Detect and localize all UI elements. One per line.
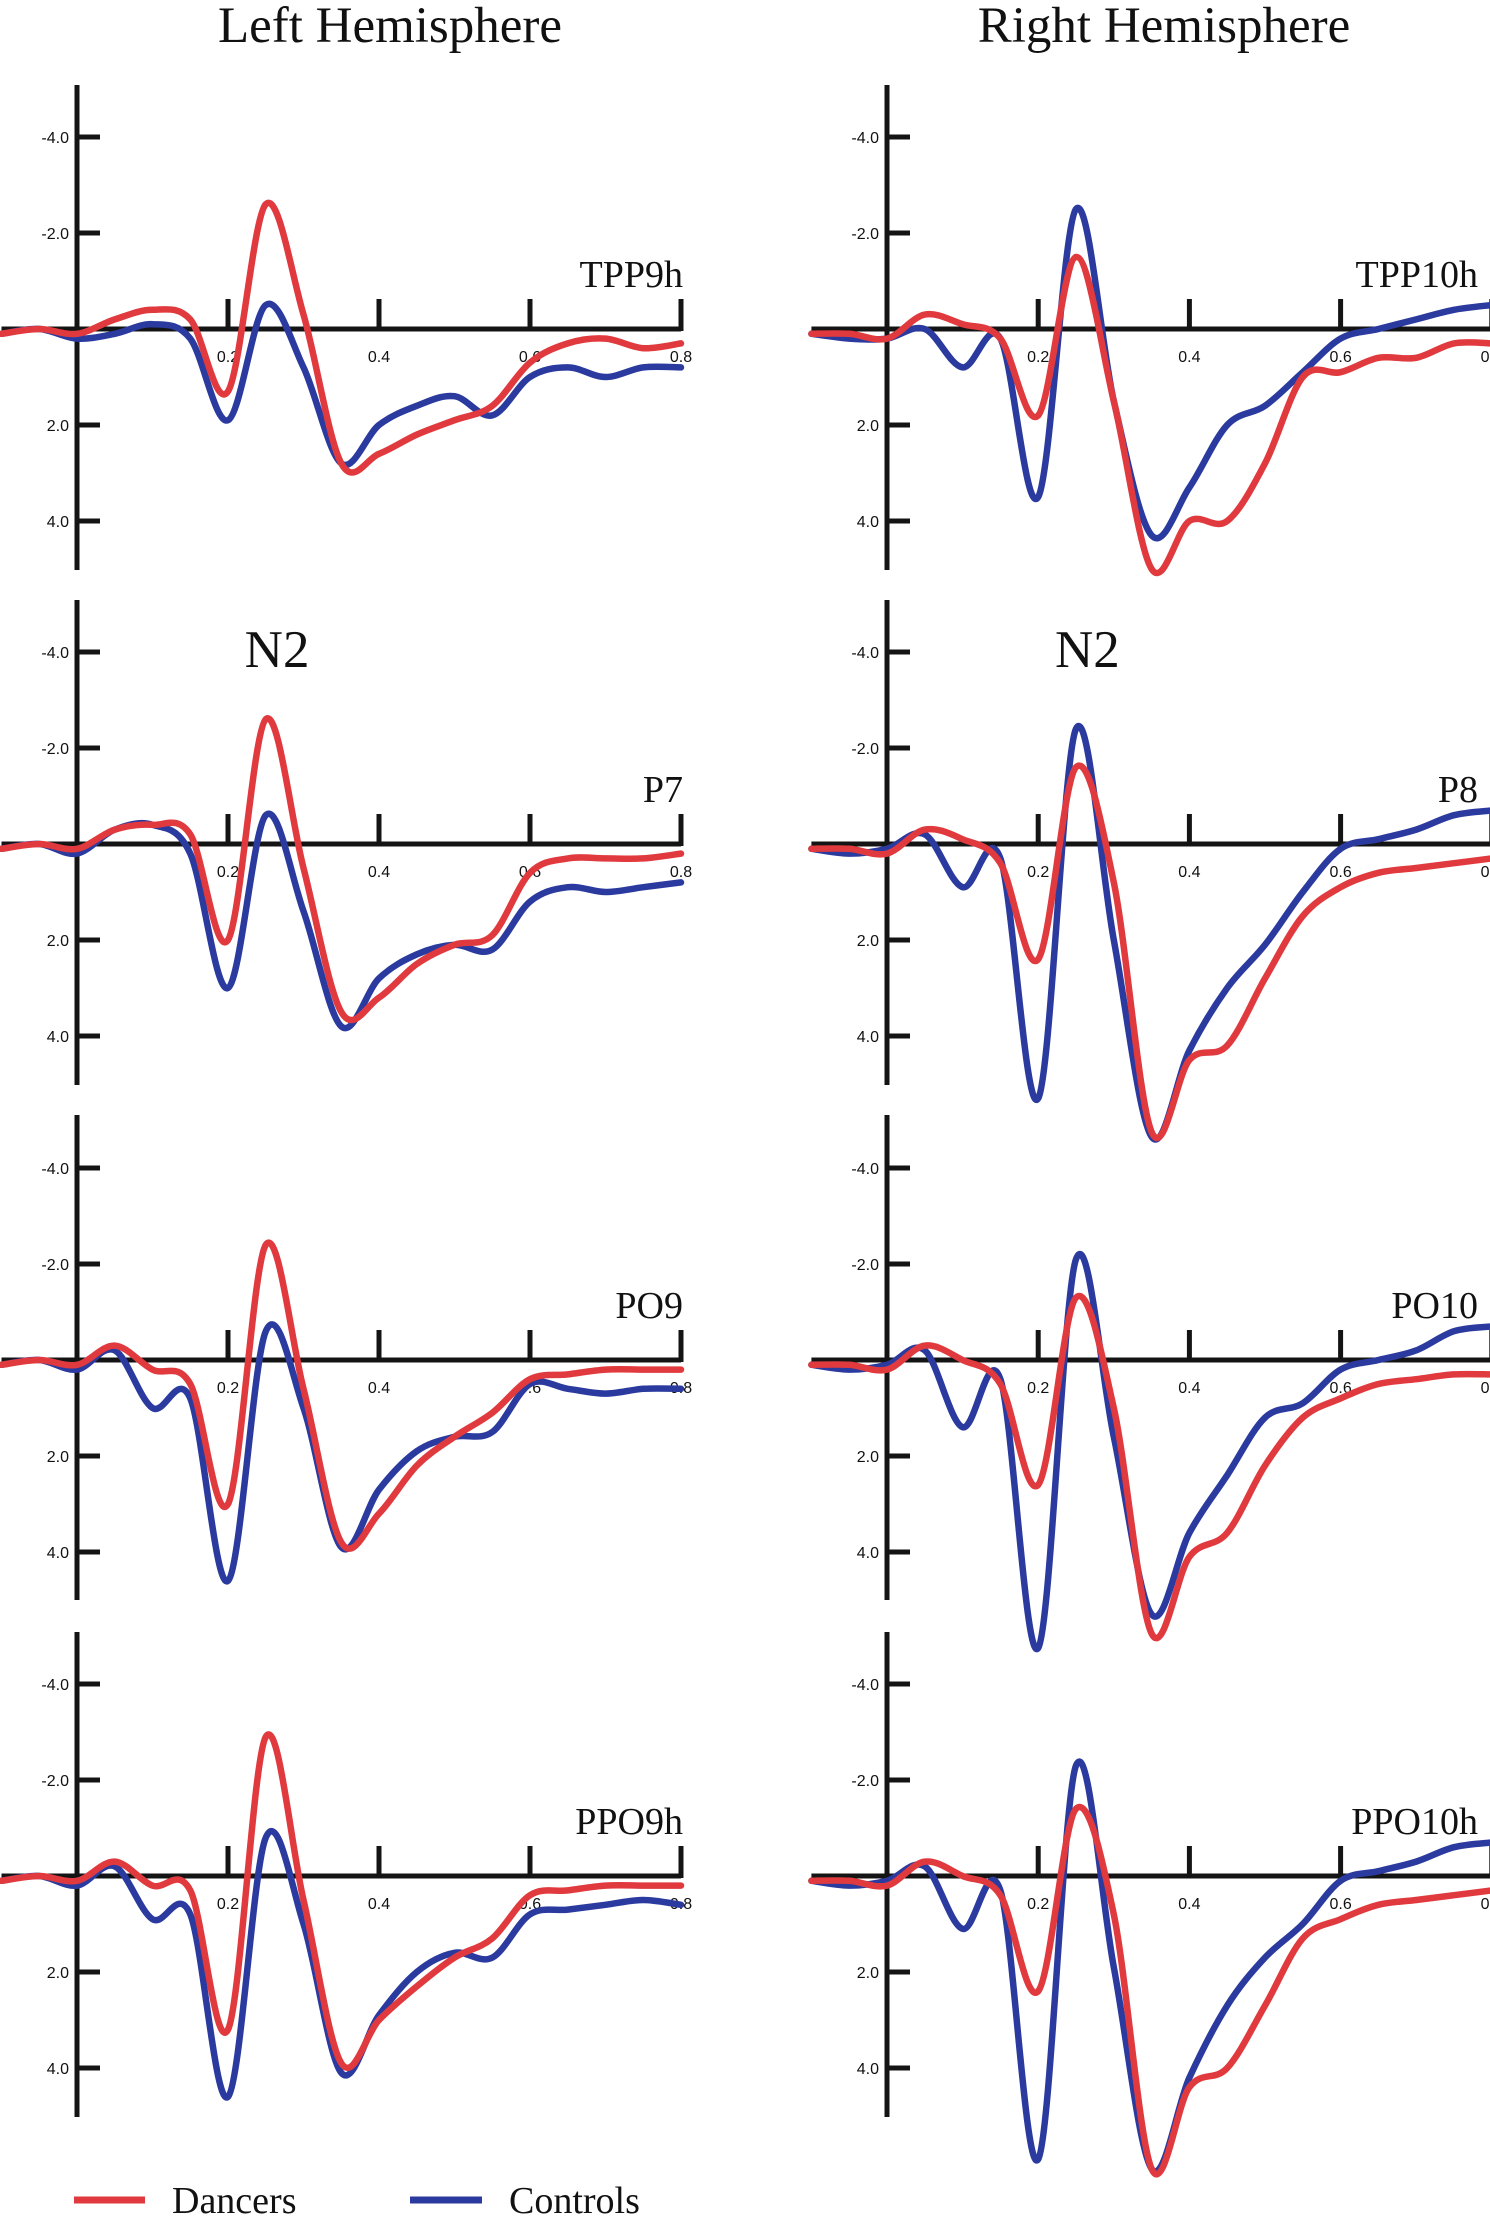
x-tick-label: 0.4 <box>1178 1380 1200 1397</box>
y-tick-label: 4.0 <box>857 1029 879 1046</box>
x-tick-label: 0.4 <box>1178 1896 1200 1913</box>
y-tick-label: 4.0 <box>857 2061 879 2078</box>
dancers-line <box>0 715 685 1024</box>
panel-po10: -4.0-2.02.04.00.20.40.60.8PO10 <box>808 1115 1490 1653</box>
y-tick-label: -2.0 <box>851 1257 879 1274</box>
y-tick-label: -4.0 <box>851 130 879 147</box>
y-tick-label: 2.0 <box>47 1449 69 1466</box>
y-tick-label: 2.0 <box>857 933 879 950</box>
x-tick-label: 0.8 <box>1481 1380 1490 1397</box>
dancers-line <box>0 199 685 476</box>
y-tick-label: -4.0 <box>851 645 879 662</box>
n2-annotation: N2 <box>1055 621 1120 679</box>
right-hemisphere-title: Right Hemisphere <box>978 0 1351 54</box>
y-tick-label: -2.0 <box>41 741 69 758</box>
x-tick-label: 0.4 <box>1178 864 1200 881</box>
x-tick-label: 0.4 <box>368 1380 390 1397</box>
electrode-label: TPP10h <box>1356 254 1478 296</box>
dancers-line <box>808 1292 1490 1641</box>
panel-grid: -4.0 -2.0 2.0 4.0 0.2 0.4 0.6 0.8 TPP9h -4.0 -2.0 2… <box>0 85 1490 2178</box>
y-tick-label: 4.0 <box>857 1545 879 1562</box>
y-tick-label: -2.0 <box>41 226 69 243</box>
controls-line <box>808 1758 1490 2175</box>
electrode-label: PO9 <box>615 1285 683 1327</box>
panel-tpp10h: -4.0 -2.0 2.0 4.0 0.2 0.4 0.6 0.8 TPP10h <box>808 85 1490 576</box>
x-tick-label: 0.4 <box>368 864 390 881</box>
y-tick-label: -2.0 <box>851 1773 879 1790</box>
legend-controls-label: Controls <box>509 2180 640 2221</box>
x-tick-label: 0.2 <box>1027 1380 1049 1397</box>
y-tick-label: 2.0 <box>857 418 879 435</box>
y-tick-label: -2.0 <box>41 1773 69 1790</box>
x-tick-label: 0.6 <box>1329 864 1351 881</box>
y-tick-label: -4.0 <box>851 1677 879 1694</box>
x-tick-label: 0.4 <box>368 349 390 366</box>
x-tick-label: 0.8 <box>670 349 692 366</box>
controls-line <box>0 300 685 469</box>
y-tick-label: -4.0 <box>851 1161 879 1178</box>
legend-dancers-label: Dancers <box>172 2180 296 2221</box>
x-tick-label: 0.2 <box>1027 1896 1049 1913</box>
y-tick-label: -4.0 <box>41 1161 69 1178</box>
controls-line <box>0 1827 685 2101</box>
left-hemisphere-title: Left Hemisphere <box>218 0 562 54</box>
y-tick-label: 2.0 <box>47 933 69 950</box>
x-tick-label: 0.4 <box>1178 349 1200 366</box>
controls-line <box>808 1251 1490 1653</box>
y-tick-label: 4.0 <box>47 1545 69 1562</box>
y-tick-label: 2.0 <box>47 1965 69 1982</box>
y-tick-label: 4.0 <box>47 1029 69 1046</box>
y-tick-label: 4.0 <box>857 514 879 531</box>
electrode-label: PO10 <box>1391 1285 1478 1327</box>
electrode-label: P8 <box>1438 769 1478 811</box>
panel-p8: -4.0 -2.0 2.0 4.0 0.2 0.4 0.6 0.8 P8 N2 <box>808 600 1490 1143</box>
x-tick-label: 0.2 <box>217 1896 239 1913</box>
electrode-label: P7 <box>643 769 683 811</box>
panel-ppo10h: -4.0 -2.0 2.0 4.0 0.2 0.4 0.6 0.8 PPO10h <box>808 1632 1490 2178</box>
electrode-label: PPO10h <box>1351 1801 1478 1843</box>
x-tick-label: 0.2 <box>217 864 239 881</box>
x-tick-label: 0.2 <box>217 1380 239 1397</box>
x-tick-label: 0.8 <box>670 864 692 881</box>
y-tick-label: -4.0 <box>41 645 69 662</box>
y-tick-label: -2.0 <box>41 1257 69 1274</box>
x-tick-label: 0.2 <box>1027 864 1049 881</box>
y-tick-label: -4.0 <box>41 130 69 147</box>
x-tick-label: 0.6 <box>1329 1896 1351 1913</box>
dancers-line <box>808 253 1490 576</box>
y-tick-label: -2.0 <box>851 741 879 758</box>
controls-line <box>808 722 1490 1143</box>
x-tick-label: 0.6 <box>1329 349 1351 366</box>
y-tick-label: 2.0 <box>47 418 69 435</box>
dancers-line <box>0 1731 685 2071</box>
dancers-line <box>808 1803 1490 2178</box>
dancers-line <box>808 762 1490 1142</box>
y-tick-label: 4.0 <box>47 2061 69 2078</box>
y-tick-label: 4.0 <box>47 514 69 531</box>
x-tick-label: 0.8 <box>1481 349 1490 366</box>
x-tick-label: 0.4 <box>368 1896 390 1913</box>
x-tick-label: 0.2 <box>1027 349 1049 366</box>
y-tick-label: 2.0 <box>857 1965 879 1982</box>
electrode-label: PPO9h <box>575 1801 683 1843</box>
x-tick-label: 0.8 <box>1481 1896 1490 1913</box>
y-tick-label: -4.0 <box>41 1677 69 1694</box>
y-tick-label: 2.0 <box>857 1449 879 1466</box>
legend: Dancers Controls <box>74 2180 640 2221</box>
y-tick-label: -2.0 <box>851 226 879 243</box>
electrode-label: TPP9h <box>580 254 683 296</box>
dancers-line <box>0 1239 685 1552</box>
n2-annotation: N2 <box>245 621 310 679</box>
x-tick-label: 0.8 <box>1481 864 1490 881</box>
